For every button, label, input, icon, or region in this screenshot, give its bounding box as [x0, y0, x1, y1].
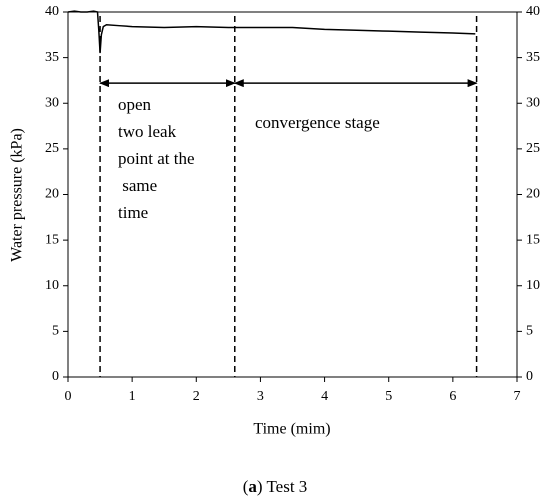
caption-part: ) Test 3 — [257, 477, 307, 496]
annotation: point at the — [118, 149, 194, 168]
annotation: two leak — [118, 122, 177, 141]
x-tick-label: 2 — [193, 389, 200, 404]
x-tick-label: 4 — [321, 389, 328, 404]
x-tick-label: 7 — [514, 389, 521, 404]
x-tick-label: 6 — [449, 389, 456, 404]
data-line — [67, 10, 476, 54]
y-axis-label: Water pressure (kPa) — [9, 128, 26, 262]
y2-tick-label: 10 — [526, 278, 540, 293]
y2-tick-label: 0 — [526, 369, 533, 384]
y-tick-label: 10 — [45, 278, 59, 293]
y2-tick-label: 25 — [526, 141, 540, 156]
annotation: same — [118, 176, 157, 195]
caption-part: ( — [243, 477, 249, 496]
y-tick-label: 25 — [45, 141, 59, 156]
y-tick-label: 15 — [45, 232, 59, 247]
y-tick-label: 0 — [52, 369, 59, 384]
annotation: convergence stage — [255, 113, 380, 132]
caption-part: a — [248, 477, 257, 496]
y2-tick-label: 40 — [526, 4, 540, 19]
y-tick-label: 5 — [52, 324, 59, 339]
y2-tick-label: 30 — [526, 95, 540, 110]
x-tick-label: 0 — [65, 389, 72, 404]
y2-tick-label: 15 — [526, 232, 540, 247]
annotation: open — [118, 95, 152, 114]
y2-tick-label: 35 — [526, 50, 540, 65]
y-tick-label: 40 — [45, 4, 59, 19]
y-tick-label: 35 — [45, 50, 59, 65]
x-tick-label: 1 — [129, 389, 136, 404]
annotation: time — [118, 203, 148, 222]
y2-tick-label: 20 — [526, 187, 540, 202]
y-tick-label: 30 — [45, 95, 59, 110]
y-tick-label: 20 — [45, 187, 59, 202]
x-axis-label: Time (mim) — [253, 421, 330, 438]
y2-tick-label: 5 — [526, 324, 533, 339]
caption: (a) Test 3 — [243, 477, 308, 496]
x-tick-label: 5 — [385, 389, 392, 404]
x-tick-label: 3 — [257, 389, 264, 404]
